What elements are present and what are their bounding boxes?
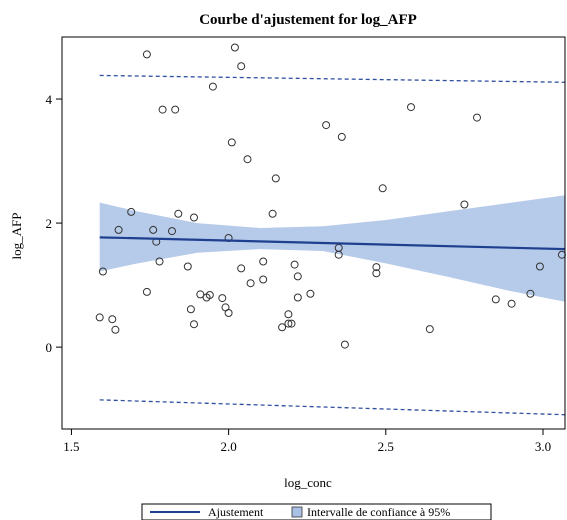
data-point: [293, 293, 302, 302]
legend-fit-label: Ajustement: [208, 505, 264, 519]
fit-line: [99, 236, 566, 251]
x-tick-label: 2.0: [220, 439, 236, 454]
data-point: [306, 289, 315, 298]
data-point: [491, 295, 500, 304]
data-point: [284, 319, 293, 328]
data-point: [98, 267, 107, 276]
y-axis: 0 2 4: [46, 92, 62, 355]
data-point: [114, 225, 123, 234]
data-point: [407, 103, 415, 112]
x-tick-label: 1.5: [63, 439, 79, 454]
data-point: [224, 309, 233, 317]
data-point: [183, 262, 192, 271]
y-tick-label: 2: [46, 216, 53, 231]
data-point: [243, 155, 252, 164]
data-point: [284, 310, 293, 319]
data-point: [293, 272, 302, 281]
data-point: [507, 299, 516, 308]
data-point: [196, 290, 205, 299]
data-point: [155, 257, 164, 266]
data-point: [237, 62, 246, 71]
data-point: [149, 225, 158, 234]
data-point: [425, 325, 434, 334]
data-point: [127, 207, 136, 216]
plot-area: [95, 43, 566, 416]
confidence-band: [99, 195, 565, 302]
y-tick-label: 0: [46, 340, 53, 355]
data-point: [205, 291, 214, 299]
data-point: [190, 320, 198, 329]
data-point: [95, 313, 104, 322]
data-point: [158, 105, 167, 114]
legend-ci-label: Intervalle de confiance à 95%: [307, 505, 450, 519]
data-point: [108, 315, 117, 324]
data-point: [190, 213, 198, 222]
data-point: [111, 325, 120, 334]
data-point: [186, 305, 195, 314]
data-point: [290, 260, 299, 269]
data-point: [372, 263, 381, 272]
x-axis: 1.5 2.0 2.5 3.0: [63, 429, 551, 454]
data-point: [337, 132, 346, 141]
data-point: [460, 200, 469, 209]
x-tick-label: 2.5: [378, 439, 394, 454]
data-point: [168, 227, 176, 236]
data-point: [271, 174, 280, 183]
data-point: [259, 275, 268, 284]
data-point: [142, 50, 151, 59]
y-tick-label: 4: [46, 92, 53, 107]
data-point: [287, 319, 296, 328]
data-point: [322, 121, 331, 130]
legend-frame: [141, 503, 492, 520]
data-point: [535, 262, 544, 271]
y-axis-label: log_AFP: [9, 213, 24, 260]
x-axis-label: log_conc: [284, 475, 332, 490]
plot-frame: [61, 36, 566, 430]
data-point: [230, 43, 239, 52]
data-point: [227, 138, 236, 147]
data-point: [334, 250, 343, 259]
data-point: [340, 340, 349, 349]
data-point: [378, 184, 387, 193]
data-point: [268, 209, 277, 218]
data-point: [208, 82, 217, 91]
x-tick-label: 3.0: [535, 439, 551, 454]
legend-ci-swatch: [291, 506, 303, 518]
data-point: [259, 257, 268, 266]
legend: Ajustement Intervalle de confiance à 95%: [141, 503, 492, 520]
data-point: [526, 289, 535, 298]
data-point: [237, 264, 246, 273]
prediction-lower-line: [99, 399, 566, 416]
data-point: [372, 269, 381, 278]
data-point: [246, 279, 255, 288]
data-point: [473, 113, 481, 122]
data-point: [174, 209, 183, 218]
data-point: [218, 294, 227, 303]
prediction-upper-line: [99, 74, 566, 83]
data-point: [142, 287, 151, 296]
data-point: [171, 105, 180, 114]
chart-title: Courbe d'ajustement for log_AFP: [199, 12, 417, 28]
data-point: [278, 323, 287, 332]
